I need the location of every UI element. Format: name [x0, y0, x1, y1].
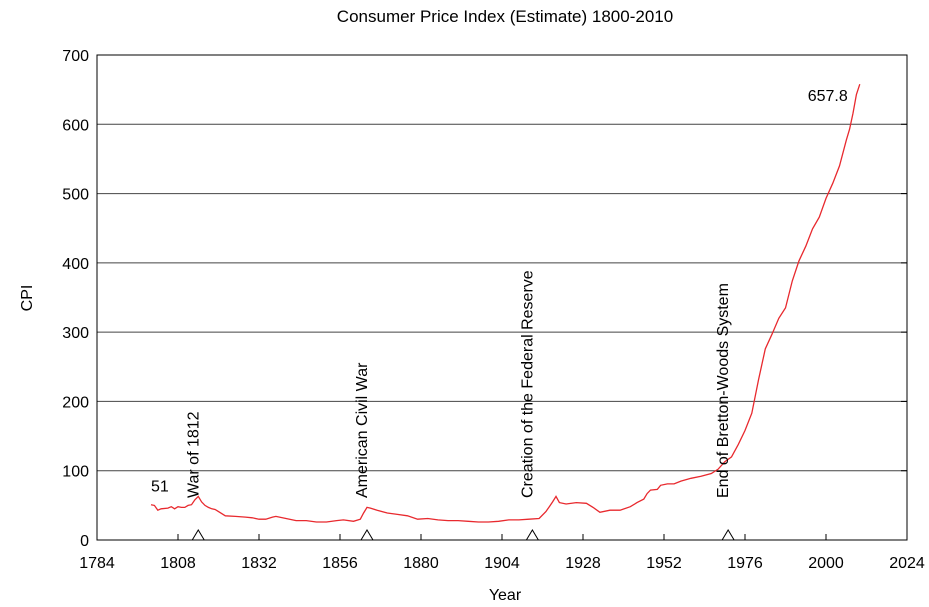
- y-tick-label: 100: [62, 464, 89, 481]
- event-marker: [191, 529, 206, 541]
- y-tick-label: 0: [80, 533, 89, 550]
- plot-frame: [96, 54, 908, 541]
- x-tick-label: 1808: [160, 555, 196, 572]
- x-tick-label: 2000: [808, 555, 844, 572]
- event-label: End of Bretton-Woods System: [715, 283, 732, 498]
- event-marker: [360, 529, 374, 541]
- x-tick-label: 1784: [79, 555, 115, 572]
- point-label: 657.8: [808, 88, 848, 105]
- x-tick-label: 1928: [565, 555, 601, 572]
- x-tick-label: 1880: [403, 555, 439, 572]
- x-tick-label: 1856: [322, 555, 358, 572]
- x-tick-label: 2024: [889, 555, 925, 572]
- y-tick-label: 200: [62, 394, 89, 411]
- y-tick-label: 400: [62, 256, 89, 273]
- line: [150, 83, 861, 523]
- event-marker: [525, 529, 540, 541]
- y-axis-label: CPI: [19, 285, 36, 312]
- y-tick-label: 600: [62, 117, 89, 134]
- point-label: 51: [151, 479, 169, 496]
- event-label: War of 1812: [185, 411, 202, 498]
- chart-title: Consumer Price Index (Estimate) 1800-201…: [337, 7, 673, 26]
- y-tick-label: 700: [62, 48, 89, 65]
- x-tick-label: 1952: [646, 555, 682, 572]
- x-tick-label: 1976: [727, 555, 763, 572]
- y-tick-label: 500: [62, 187, 89, 204]
- y-tick-label: 300: [62, 325, 89, 342]
- x-tick-label: 1904: [484, 555, 520, 572]
- event-label: Creation of the Federal Reserve: [519, 270, 536, 498]
- x-axis-label: Year: [489, 587, 522, 604]
- event-marker: [721, 529, 736, 541]
- event-label: American Civil War: [354, 362, 371, 498]
- x-tick-label: 1832: [241, 555, 277, 572]
